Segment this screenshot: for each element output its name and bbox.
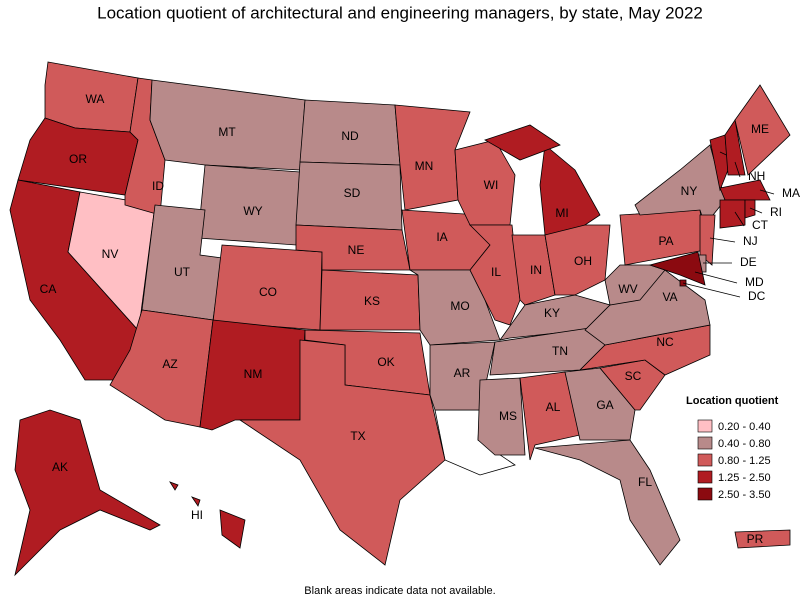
state bbox=[238, 339, 446, 566]
state bbox=[734, 84, 791, 176]
state bbox=[719, 199, 746, 229]
state bbox=[564, 367, 636, 441]
map-title: Location quotient of architectural and e… bbox=[97, 3, 703, 22]
state-label: NM bbox=[244, 367, 263, 381]
state-label: KS bbox=[364, 294, 380, 308]
leader-line bbox=[694, 271, 738, 284]
state bbox=[534, 439, 681, 566]
state-label: MO bbox=[450, 299, 469, 313]
state-label: OH bbox=[574, 254, 592, 268]
state-label: NY bbox=[681, 184, 698, 198]
state bbox=[477, 377, 526, 456]
state-label: TX bbox=[350, 429, 365, 443]
state-label: AR bbox=[454, 366, 471, 380]
state-label: CO bbox=[259, 285, 277, 299]
legend-swatch bbox=[697, 419, 713, 433]
state-label: WI bbox=[484, 178, 499, 192]
state-label: FL bbox=[638, 475, 652, 489]
state bbox=[511, 234, 556, 306]
state-label: NE bbox=[348, 243, 365, 257]
state bbox=[719, 179, 771, 201]
state-label: ME bbox=[751, 122, 769, 136]
legend-swatch bbox=[697, 453, 713, 467]
legend-label: 1.25 - 2.50 bbox=[718, 472, 771, 484]
state-label: ND bbox=[341, 129, 359, 143]
state-label: MA bbox=[782, 186, 800, 200]
state bbox=[699, 214, 716, 266]
state-label: MD bbox=[745, 275, 764, 289]
state-label: AK bbox=[52, 460, 68, 474]
state-label: WY bbox=[243, 204, 262, 218]
state-label: VA bbox=[662, 290, 677, 304]
state-label: RI bbox=[770, 205, 782, 219]
state-label: IN bbox=[530, 263, 542, 277]
state-label: KY bbox=[544, 306, 560, 320]
leader-line bbox=[734, 211, 745, 227]
state bbox=[744, 199, 756, 219]
state-label: CA bbox=[40, 282, 57, 296]
state bbox=[219, 509, 246, 549]
state-label: NC bbox=[656, 335, 674, 349]
state-label: OK bbox=[377, 355, 394, 369]
state bbox=[634, 144, 726, 226]
state bbox=[648, 251, 706, 286]
state-label: DC bbox=[748, 289, 766, 303]
state-label: IA bbox=[436, 230, 447, 244]
legend-title: Location quotient bbox=[686, 395, 779, 407]
state-label: NH bbox=[748, 169, 765, 183]
state-label: HI bbox=[191, 508, 203, 522]
state-label: CT bbox=[752, 218, 769, 232]
state-label: SC bbox=[625, 369, 642, 383]
legend-label: 2.50 - 3.50 bbox=[718, 489, 771, 501]
state-label: WV bbox=[618, 282, 637, 296]
leader-line bbox=[734, 161, 741, 178]
state-label: NJ bbox=[743, 234, 758, 248]
legend-label: 0.40 - 0.80 bbox=[718, 438, 771, 450]
legend-swatch bbox=[697, 436, 713, 450]
state-label: MS bbox=[499, 409, 517, 423]
state-label: UT bbox=[174, 265, 191, 279]
state bbox=[539, 144, 601, 236]
state bbox=[519, 371, 581, 461]
state-label: ID bbox=[152, 179, 164, 193]
state bbox=[169, 481, 179, 491]
legend-swatch bbox=[697, 487, 713, 501]
state bbox=[734, 529, 791, 549]
state-label: SD bbox=[344, 186, 361, 200]
state bbox=[484, 124, 561, 161]
leader-line bbox=[682, 282, 741, 298]
state-label: AZ bbox=[162, 357, 177, 371]
state-label: GA bbox=[596, 398, 613, 412]
state bbox=[190, 496, 201, 507]
state bbox=[14, 409, 161, 577]
state-label: DE bbox=[740, 255, 757, 269]
legend-swatch bbox=[697, 470, 713, 484]
leader-line bbox=[759, 189, 775, 195]
state-label: PA bbox=[658, 234, 673, 248]
state-label: IL bbox=[491, 265, 501, 279]
state-label: NV bbox=[102, 247, 119, 261]
state-label: MT bbox=[218, 125, 236, 139]
leader-line bbox=[749, 207, 763, 214]
legend-label: 0.80 - 1.25 bbox=[718, 455, 771, 467]
state-label: WA bbox=[86, 92, 105, 106]
legend-label: 0.20 - 0.40 bbox=[718, 421, 771, 433]
state-label: TN bbox=[552, 344, 568, 358]
leader-line bbox=[709, 237, 736, 243]
state-label: OR bbox=[69, 152, 87, 166]
footnote: Blank areas indicate data not available. bbox=[304, 585, 495, 597]
state bbox=[429, 341, 496, 411]
state-label: MI bbox=[555, 206, 568, 220]
state-label: AL bbox=[546, 400, 561, 414]
state-label: PR bbox=[747, 532, 764, 546]
state-label: MN bbox=[415, 159, 434, 173]
state bbox=[724, 118, 746, 176]
